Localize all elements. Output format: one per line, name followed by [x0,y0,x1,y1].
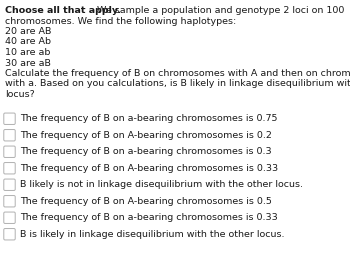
FancyBboxPatch shape [4,212,15,224]
Text: with a. Based on you calculations, is B likely in linkage disequilibrium with th: with a. Based on you calculations, is B … [5,79,350,89]
Text: 20 are AB: 20 are AB [5,27,51,36]
Text: The frequency of B on a-bearing chromosomes is 0.75: The frequency of B on a-bearing chromoso… [20,114,278,123]
Text: chromosomes. We find the following haplotypes:: chromosomes. We find the following haplo… [5,16,236,25]
Text: 10 are ab: 10 are ab [5,48,50,57]
Text: The frequency of B on a-bearing chromosomes is 0.33: The frequency of B on a-bearing chromoso… [20,213,278,222]
FancyBboxPatch shape [4,196,15,207]
Text: We sample a population and genotype 2 loci on 100: We sample a population and genotype 2 lo… [94,6,344,15]
Text: 40 are Ab: 40 are Ab [5,38,51,47]
FancyBboxPatch shape [4,130,15,141]
FancyBboxPatch shape [4,113,15,124]
Text: The frequency of B on a-bearing chromosomes is 0.3: The frequency of B on a-bearing chromoso… [20,147,272,156]
Text: Calculate the frequency of B on chromosomes with A and then on chromosomes: Calculate the frequency of B on chromoso… [5,69,350,78]
Text: The frequency of B on A-bearing chromosomes is 0.33: The frequency of B on A-bearing chromoso… [20,164,278,173]
Text: B is likely in linkage disequilibrium with the other locus.: B is likely in linkage disequilibrium wi… [20,230,285,239]
Text: locus?: locus? [5,90,35,99]
FancyBboxPatch shape [4,146,15,158]
Text: 30 are aB: 30 are aB [5,59,51,67]
FancyBboxPatch shape [4,162,15,174]
FancyBboxPatch shape [4,229,15,240]
Text: B likely is not in linkage disequilibrium with the other locus.: B likely is not in linkage disequilibriu… [20,180,303,189]
Text: Choose all that apply.: Choose all that apply. [5,6,121,15]
FancyBboxPatch shape [4,179,15,190]
Text: The frequency of B on A-bearing chromosomes is 0.5: The frequency of B on A-bearing chromoso… [20,197,272,206]
Text: The frequency of B on A-bearing chromosomes is 0.2: The frequency of B on A-bearing chromoso… [20,131,272,140]
